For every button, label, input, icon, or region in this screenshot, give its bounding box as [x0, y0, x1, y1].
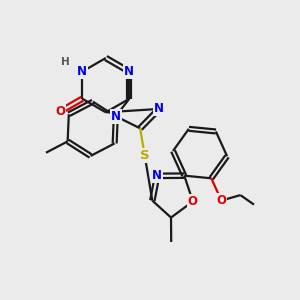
Text: O: O: [216, 194, 226, 207]
Text: S: S: [140, 148, 149, 162]
Text: N: N: [152, 169, 162, 182]
Text: H: H: [61, 57, 70, 67]
Text: N: N: [154, 102, 164, 116]
Text: N: N: [111, 110, 121, 123]
Text: N: N: [77, 65, 87, 78]
Text: N: N: [124, 65, 134, 78]
Text: O: O: [188, 195, 198, 208]
Text: O: O: [55, 105, 65, 118]
